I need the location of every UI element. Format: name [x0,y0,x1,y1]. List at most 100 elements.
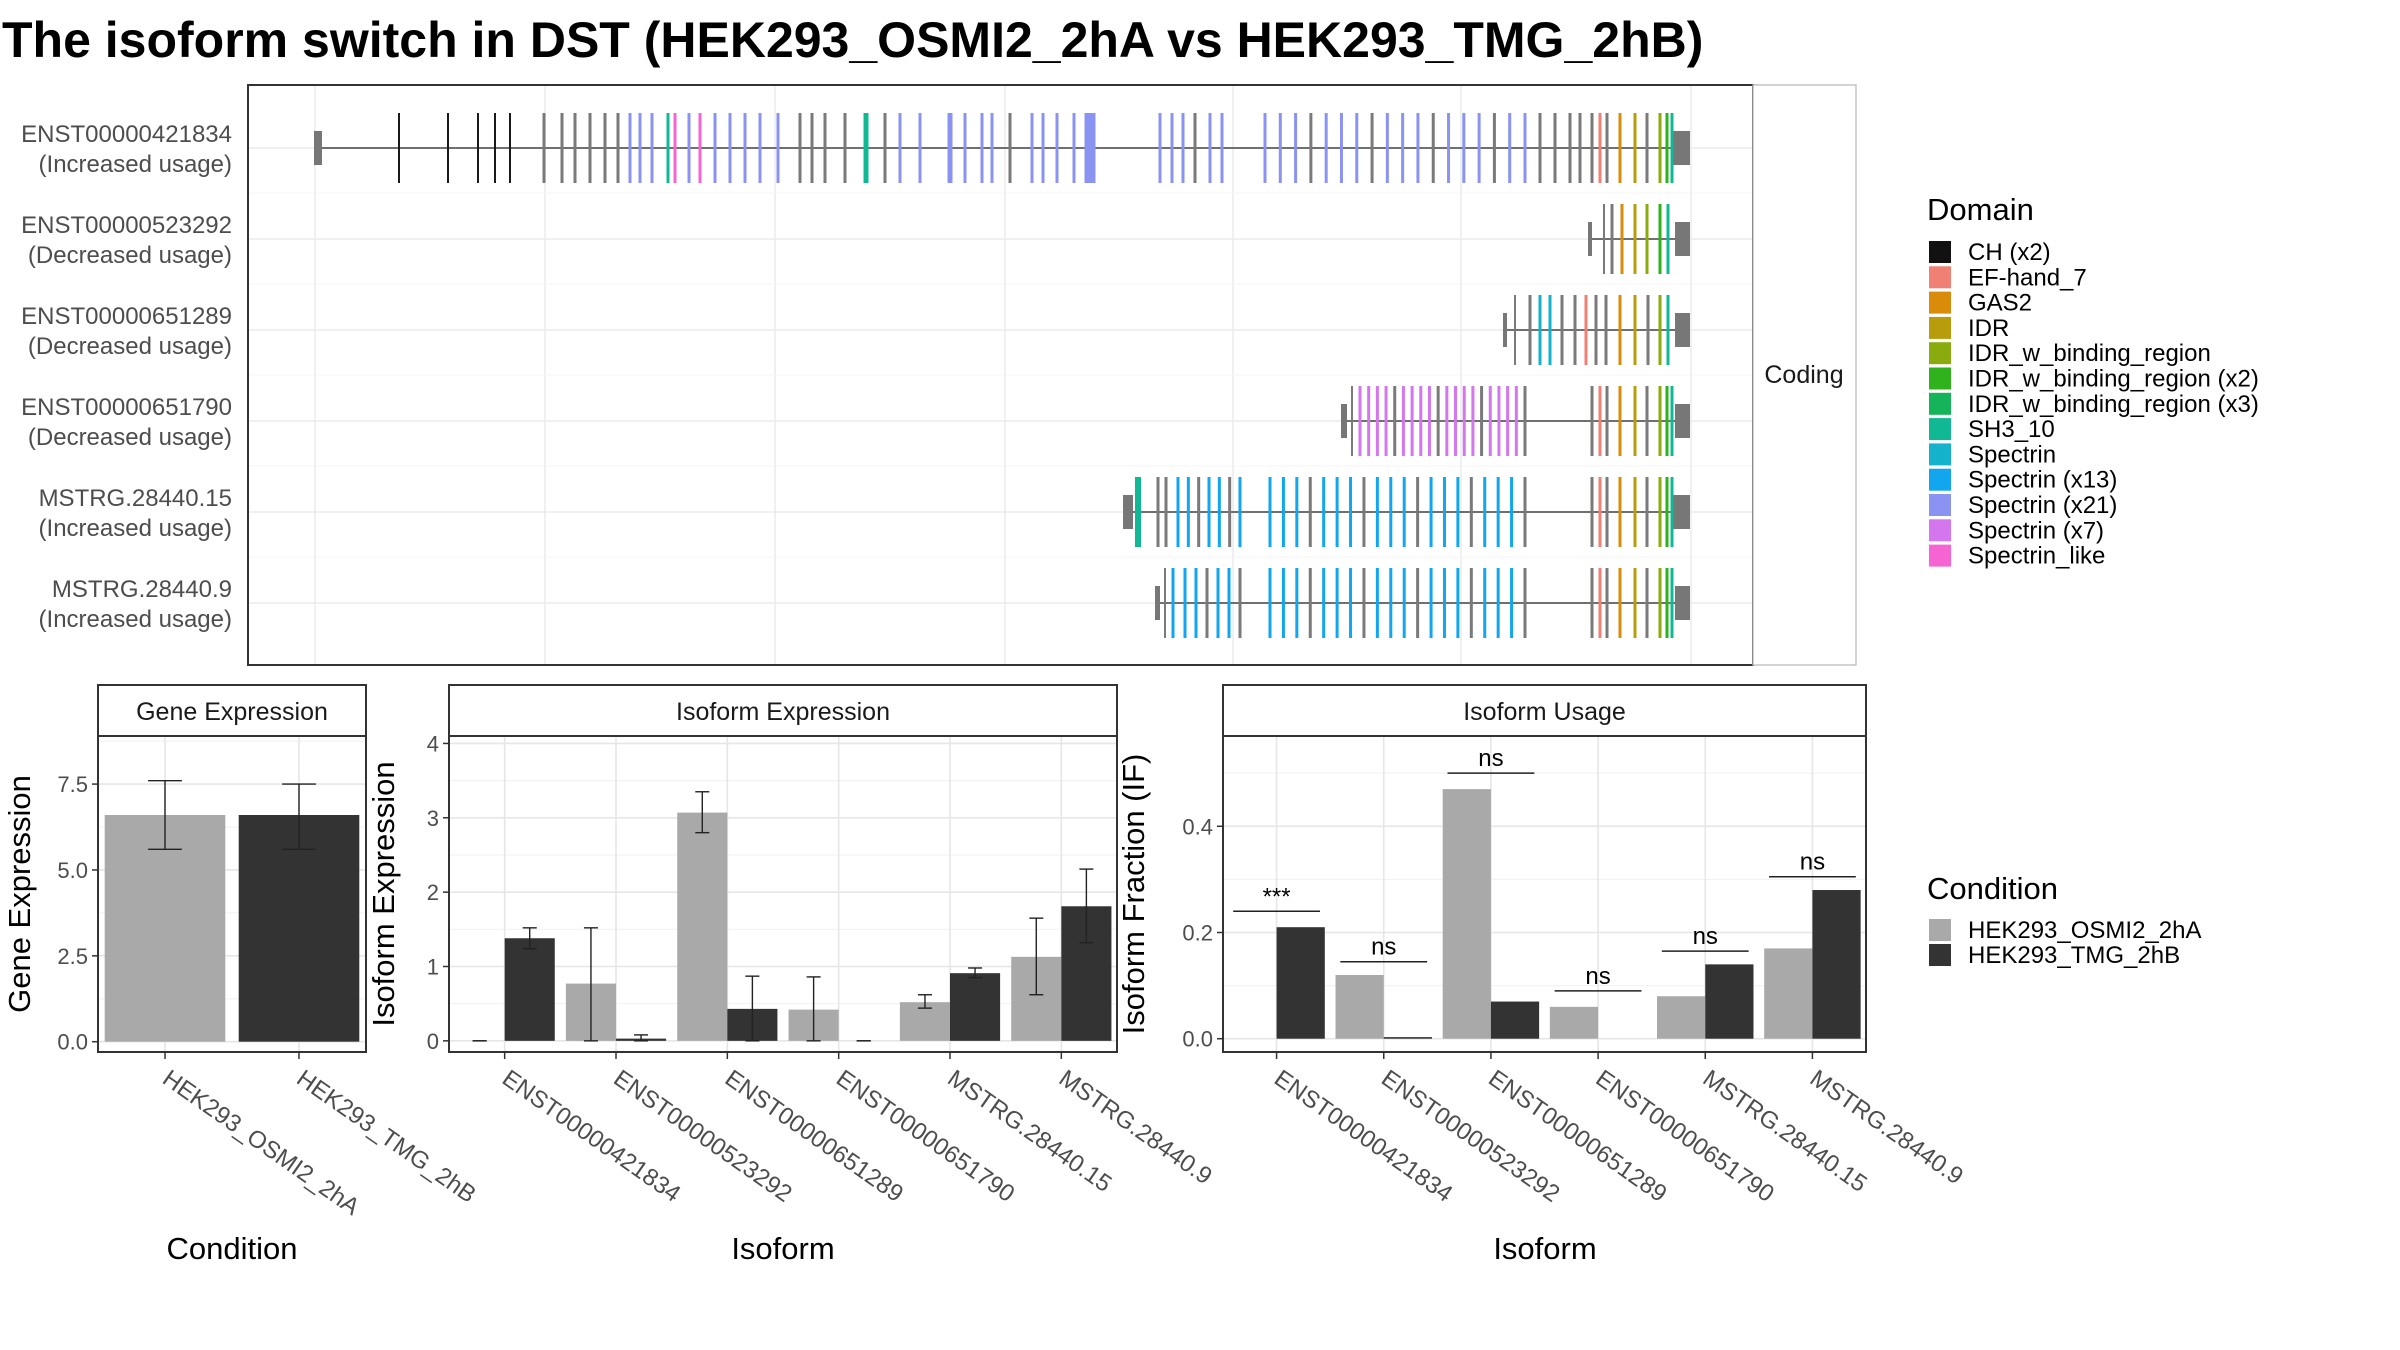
exon [1605,386,1609,456]
exon [743,113,747,183]
exon [1603,204,1605,274]
bar [504,938,555,1041]
exon [1308,477,1312,547]
exon [1538,295,1542,365]
exon [1584,295,1588,365]
exon [1375,568,1379,638]
exon [1590,113,1594,183]
exon [1514,295,1516,365]
exon [1670,386,1674,456]
exon [1419,386,1423,456]
exon [1604,295,1608,365]
utr-block [1675,313,1690,347]
significance-label: ns [1693,923,1718,950]
significance-label: ns [1478,745,1503,772]
exon [1645,113,1649,183]
plot-background [1223,736,1866,1052]
y-tick-label: 2 [427,880,439,905]
significance-label: ns [1371,934,1396,961]
significance-label: ns [1800,849,1825,876]
exon [650,113,654,183]
exon [947,113,953,183]
exon [1538,113,1542,183]
bar [1764,948,1813,1039]
exon [1389,568,1393,638]
condition-legend-swatch [1929,919,1951,941]
exon [1349,568,1353,638]
exon [1436,386,1440,456]
y-axis-label: Isoform Expression [366,761,401,1026]
exon [1496,477,1500,547]
domain-legend-label: Spectrin (x21) [1968,492,2117,519]
isoform-row-id: ENST00000523292 [21,212,232,239]
structure-tracks [314,113,1690,638]
bar [1335,974,1384,1039]
exon [673,113,677,183]
exon [1389,477,1393,547]
exon [1416,568,1420,638]
isoform-row-labels: ENST00000421834 (Increased usage) ENST0000… [21,121,232,633]
isoform-row-usage: (Decreased usage) [28,424,232,451]
y-tick-label: 0.0 [1182,1027,1213,1052]
isoform-row-usage: (Increased usage) [39,606,232,633]
significance-label: ns [1585,963,1610,990]
domain-legend-label: Spectrin (x13) [1968,467,2117,494]
exon [980,113,984,183]
exon [1358,386,1362,456]
exon [1454,386,1458,456]
exon [1646,295,1650,365]
utr-block [1672,495,1690,529]
exon [666,113,670,183]
exon [1658,295,1662,365]
exon [1590,477,1594,547]
exon [1055,113,1059,183]
domain-legend-label: IDR_w_binding_region (x2) [1968,366,2259,393]
exon [1278,113,1282,183]
exon [1590,386,1594,456]
facet-strip-title: Isoform Expression [676,698,890,726]
exon [1072,113,1076,183]
exon [1375,477,1379,547]
exon [1590,568,1594,638]
exon [1658,113,1662,183]
bar [1276,927,1325,1039]
exon [1645,568,1649,638]
utr-block [1503,313,1507,347]
exon [1030,113,1034,183]
condition-legend-title: Condition [1927,871,2058,906]
exon [1158,113,1162,183]
utr-block [1155,586,1160,620]
exon [1362,477,1366,547]
domain-legend-swatch [1929,342,1951,365]
bar [950,973,1001,1041]
isoform-row-id: ENST00000651289 [21,303,232,330]
exon [1416,113,1420,183]
domain-legend-label: IDR_w_binding_region (x3) [1968,391,2259,418]
isoform-track [1155,568,1690,638]
exon [1375,386,1379,456]
exon [1471,386,1475,456]
y-axis-label: Gene Expression [2,775,37,1013]
utr-block [1675,586,1690,620]
domain-legend-label: Spectrin (x7) [1968,517,2104,544]
isoform-row-id: ENST00000651790 [21,394,232,421]
exon [1335,477,1339,547]
exon [1205,568,1209,638]
exon [1401,113,1405,183]
exon [1665,386,1669,456]
exon [1633,568,1637,638]
exon [1633,477,1637,547]
exon [1620,204,1624,274]
y-tick-label: 0 [427,1029,439,1054]
exon [1633,113,1637,183]
exon [1610,204,1614,274]
exon [1216,568,1220,638]
domain-legend-label: Spectrin [1968,441,2056,468]
exon [1645,477,1649,547]
bar [238,815,360,1042]
exon [1618,477,1622,547]
exon [1281,477,1285,547]
domain-legend-swatch [1929,468,1951,491]
domain-legend-swatch [1929,519,1951,542]
exon [1553,113,1557,183]
